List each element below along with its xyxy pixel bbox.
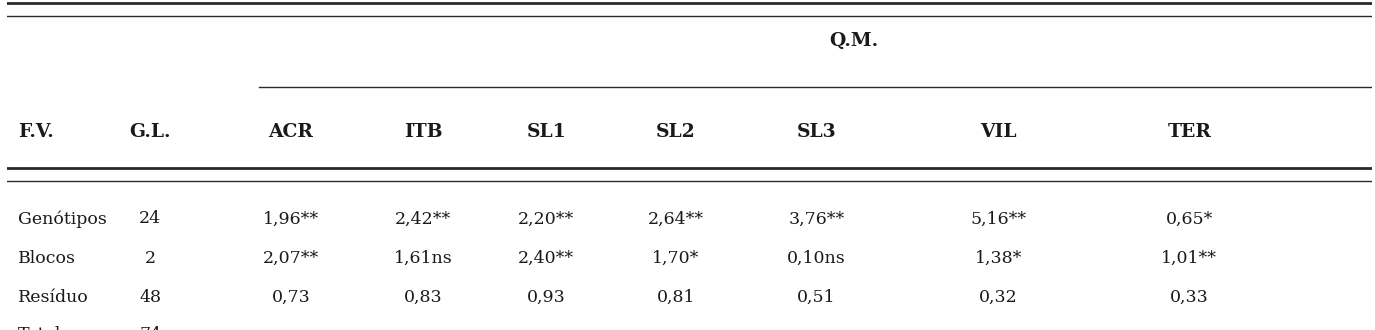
Text: 2: 2 bbox=[144, 249, 155, 267]
Text: 1,38*: 1,38* bbox=[975, 249, 1022, 267]
Text: 0,33: 0,33 bbox=[1170, 289, 1209, 306]
Text: 1,01**: 1,01** bbox=[1162, 249, 1217, 267]
Text: 2,07**: 2,07** bbox=[263, 249, 319, 267]
Text: 2,42**: 2,42** bbox=[395, 211, 451, 227]
Text: SL3: SL3 bbox=[796, 123, 836, 141]
Text: 0,81: 0,81 bbox=[657, 289, 696, 306]
Text: 0,83: 0,83 bbox=[404, 289, 443, 306]
Text: 0,51: 0,51 bbox=[798, 289, 836, 306]
Text: 2,40**: 2,40** bbox=[518, 249, 575, 267]
Text: F.V.: F.V. bbox=[18, 123, 54, 141]
Text: 1,96**: 1,96** bbox=[263, 211, 319, 227]
Text: G.L.: G.L. bbox=[129, 123, 170, 141]
Text: VIL: VIL bbox=[980, 123, 1016, 141]
Text: Total: Total bbox=[18, 326, 60, 330]
Text: 74: 74 bbox=[139, 326, 161, 330]
Text: 3,76**: 3,76** bbox=[788, 211, 844, 227]
Text: Blocos: Blocos bbox=[18, 249, 76, 267]
Text: 0,73: 0,73 bbox=[271, 289, 311, 306]
Text: 0,65*: 0,65* bbox=[1166, 211, 1213, 227]
Text: 1,70*: 1,70* bbox=[652, 249, 700, 267]
Text: 1,61ns: 1,61ns bbox=[395, 249, 452, 267]
Text: SL1: SL1 bbox=[527, 123, 566, 141]
Text: 24: 24 bbox=[139, 211, 161, 227]
Text: Q.M.: Q.M. bbox=[829, 32, 879, 50]
Text: 2,20**: 2,20** bbox=[518, 211, 575, 227]
Text: 0,93: 0,93 bbox=[527, 289, 565, 306]
Text: Genótipos: Genótipos bbox=[18, 210, 107, 228]
Text: 0,32: 0,32 bbox=[979, 289, 1018, 306]
Text: 48: 48 bbox=[139, 289, 161, 306]
Text: 0,10ns: 0,10ns bbox=[786, 249, 846, 267]
Text: TER: TER bbox=[1167, 123, 1211, 141]
Text: ITB: ITB bbox=[404, 123, 443, 141]
Text: ACR: ACR bbox=[268, 123, 314, 141]
Text: 5,16**: 5,16** bbox=[971, 211, 1026, 227]
Text: 2,64**: 2,64** bbox=[648, 211, 704, 227]
Text: Resíduo: Resíduo bbox=[18, 289, 88, 306]
Text: SL2: SL2 bbox=[656, 123, 696, 141]
